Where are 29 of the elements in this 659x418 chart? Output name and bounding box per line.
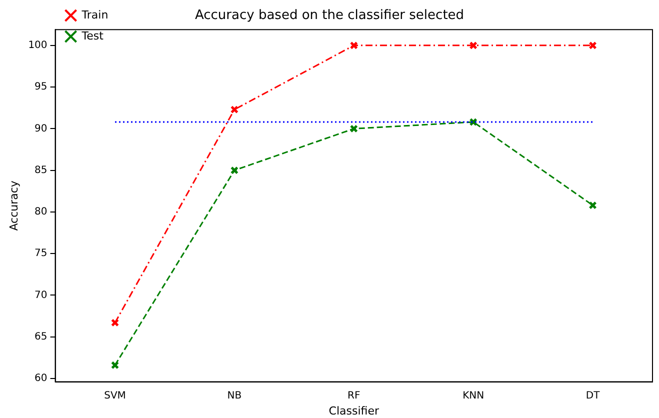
legend-label: Train [80, 8, 108, 22]
point [350, 41, 358, 50]
y-tick-label: 85 [34, 164, 48, 176]
point [350, 124, 358, 133]
point [110, 361, 120, 370]
chart-title: Accuracy based on the classifier selected [194, 8, 464, 24]
y-tick-label: 70 [34, 290, 48, 301]
y-tick-label: 95 [34, 82, 48, 93]
point [110, 318, 120, 327]
x-tick-label: SVM [104, 390, 126, 402]
point [588, 41, 597, 50]
y-tick-label: 60 [34, 373, 48, 384]
y-tick-label: 80 [34, 206, 48, 218]
x-tick-label: NB [227, 390, 242, 402]
y-tick-label: 65 [34, 331, 48, 342]
point [230, 166, 239, 174]
point [588, 201, 597, 210]
x-tick-label: RF [348, 390, 360, 402]
x-tick-label: KNN [462, 390, 484, 402]
point [469, 118, 478, 126]
point [469, 41, 478, 50]
y-tick-label: 90 [34, 123, 48, 134]
x-axis-title: Classifier [328, 404, 380, 418]
y-tick-label: 100 [28, 40, 48, 52]
x-tick-label: DT [586, 390, 601, 402]
y-axis-title: Accuracy [7, 180, 20, 231]
point [230, 105, 239, 114]
legend-label: Test [80, 29, 104, 42]
y-tick-label: 75 [34, 248, 48, 260]
